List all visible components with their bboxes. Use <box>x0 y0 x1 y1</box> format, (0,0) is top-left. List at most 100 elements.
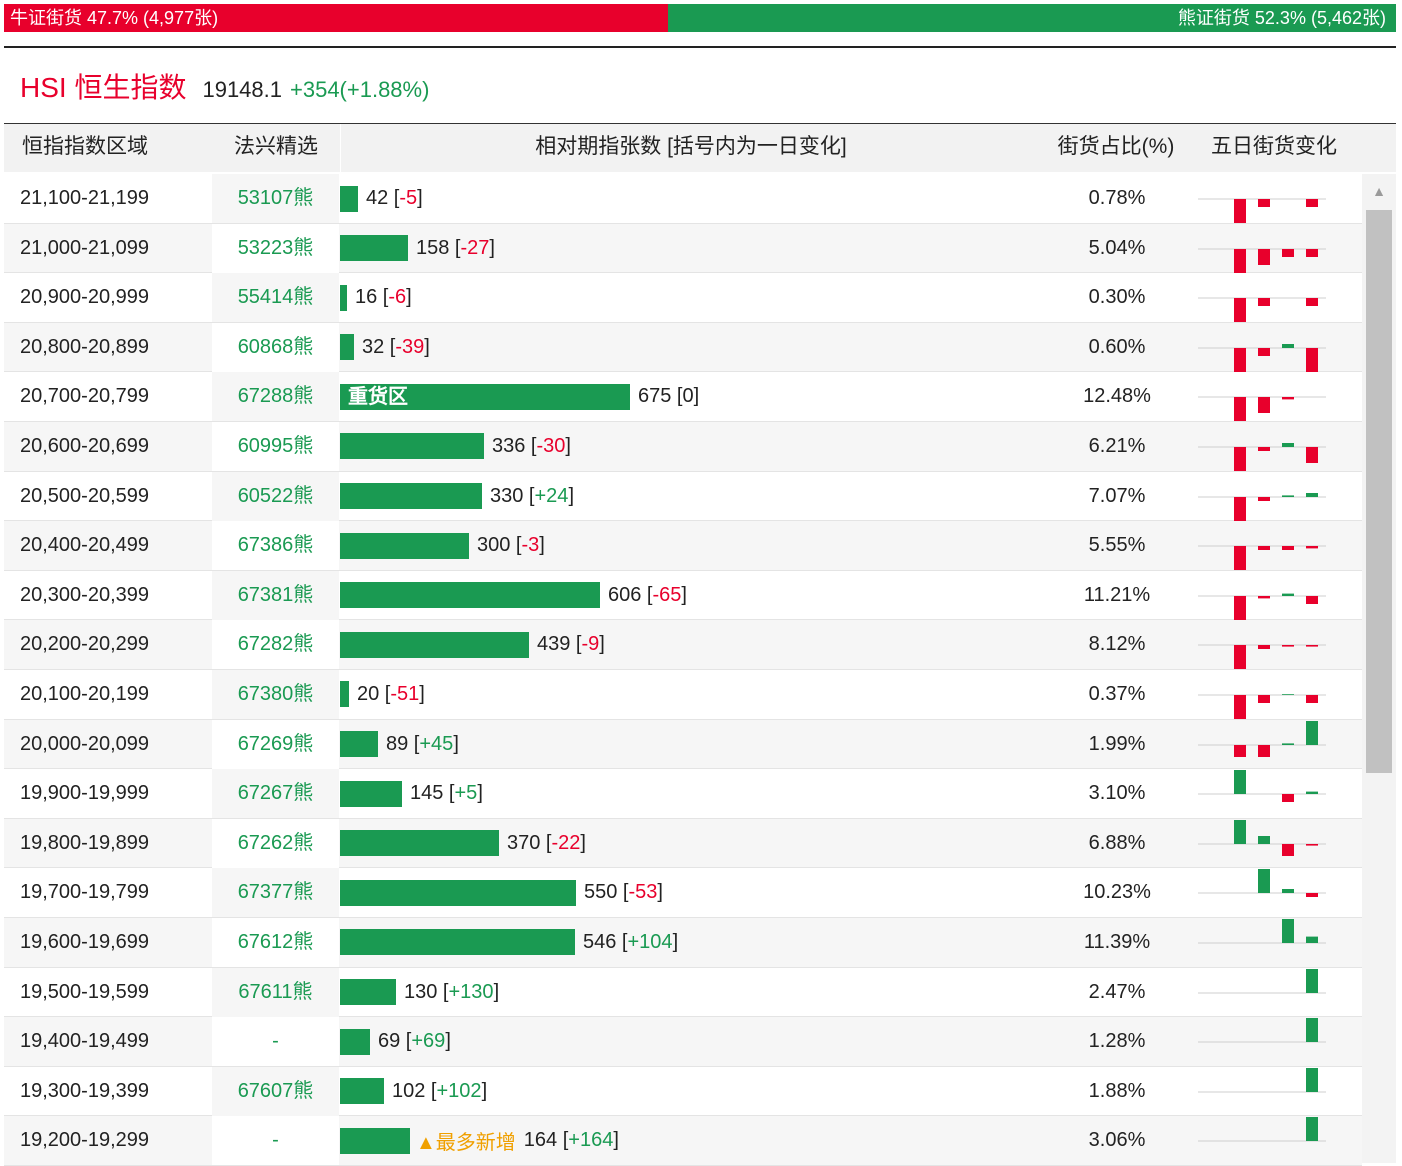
count-delta: +130 <box>448 980 494 1003</box>
trend-svg <box>1198 198 1326 223</box>
selected-warrant-link[interactable]: 67282熊 <box>212 620 339 670</box>
count-cell: 16 [-6] <box>340 273 412 322</box>
selected-warrant-link[interactable]: 67288熊 <box>212 372 339 422</box>
selected-warrant-link[interactable]: 53107熊 <box>212 174 339 223</box>
trend-svg <box>1198 297 1326 323</box>
trend-chart <box>1198 422 1328 471</box>
trend-bar <box>1282 494 1294 497</box>
table-body: 21,100-21,199 53107熊 42 [-5] 0.78% 21,000-21… <box>4 174 1362 1166</box>
trend-svg <box>1198 1067 1326 1093</box>
selected-warrant-link[interactable]: 60995熊 <box>212 421 339 471</box>
range-cell: 20,400-20,499 <box>20 534 150 557</box>
selected-warrant-link[interactable]: 55414熊 <box>212 273 339 323</box>
table-row: 20,800-20,899 60868熊 32 [-39] 0.60% <box>4 322 1362 373</box>
scrollbar-thumb[interactable] <box>1366 210 1392 773</box>
trend-bar <box>1306 694 1318 703</box>
count-delta: -27 <box>460 236 490 259</box>
selected-warrant-link[interactable]: 67267熊 <box>212 769 339 819</box>
table-row: 21,100-21,199 53107熊 42 [-5] 0.78% <box>4 174 1362 224</box>
selected-warrant-link[interactable]: 67377熊 <box>212 868 339 918</box>
trend-chart <box>1198 1116 1328 1165</box>
selected-warrant-link[interactable]: 67262熊 <box>212 818 339 868</box>
range-cell: 20,700-20,799 <box>20 385 150 408</box>
range-cell: 20,200-20,299 <box>20 633 150 656</box>
table-row: 19,800-19,899 67262熊 370 [-22] 6.88% <box>4 818 1362 869</box>
trend-bar <box>1306 446 1318 463</box>
trend-chart <box>1198 769 1328 818</box>
most-new-tag: ▲最多新增 <box>416 1132 516 1155</box>
table-top-border <box>4 123 1396 124</box>
trend-bar <box>1306 298 1318 307</box>
trend-bar <box>1258 869 1270 894</box>
trend-chart <box>1198 819 1328 868</box>
trend-bar <box>1282 889 1294 894</box>
count-number: 145 <box>410 782 444 805</box>
pct-cell: 0.37% <box>1088 682 1146 705</box>
trend-bar <box>1306 968 1318 993</box>
count-delta: -51 <box>390 682 420 705</box>
selected-warrant-link[interactable]: 53223熊 <box>212 223 339 273</box>
trend-bar <box>1234 446 1246 471</box>
index-name[interactable]: HSI 恒生指数 <box>20 72 187 103</box>
count-bar: 重货区 <box>340 383 630 410</box>
trend-chart <box>1198 670 1328 719</box>
table-row: 20,900-20,999 55414熊 16 [-6] 0.30% <box>4 273 1362 323</box>
table-header: 恒指指数区域 法兴精选 相对期指张数 [括号内为一日变化] 街货占比(%) 五日… <box>4 124 1396 172</box>
selected-warrant-link[interactable]: 67607熊 <box>212 1066 339 1116</box>
count-value: 550 [-53] <box>584 881 663 904</box>
table-row: 20,000-20,099 67269熊 89 [+45] 1.99% <box>4 719 1362 770</box>
count-cell: 546 [+104] <box>340 918 678 967</box>
index-change: +354(+1.88%) <box>290 77 430 102</box>
range-cell: 20,800-20,899 <box>20 335 150 358</box>
pct-cell: 1.99% <box>1088 732 1146 755</box>
trend-bar <box>1234 819 1246 844</box>
table-row: 20,700-20,799 67288熊 重货区 675 [0] 12.48% <box>4 372 1362 422</box>
bear-ratio-segment: 熊证街货 52.3% (5,462张) <box>667 4 1396 32</box>
header-range: 恒指指数区域 <box>22 135 148 158</box>
count-value: 606 [-65] <box>608 583 687 606</box>
range-cell: 19,400-19,499 <box>20 1030 150 1053</box>
table-row: 19,200-19,299 - ▲最多新增 164 [+164] 3.06% <box>4 1116 1362 1166</box>
selected-warrant-link[interactable]: 67611熊 <box>212 967 339 1017</box>
selected-warrant-link[interactable]: 67612熊 <box>212 917 339 967</box>
count-bar <box>340 979 396 1005</box>
count-number: 550 <box>584 881 618 904</box>
count-value: 130 [+130] <box>404 980 500 1003</box>
index-price: 19148.1 <box>202 77 282 102</box>
trend-bar <box>1258 645 1270 650</box>
trend-svg <box>1198 1117 1326 1142</box>
count-bar <box>340 1028 370 1055</box>
selected-warrant-link[interactable]: 67269熊 <box>212 719 339 769</box>
trend-svg <box>1198 644 1326 670</box>
trend-bar <box>1258 496 1270 501</box>
count-delta: +69 <box>411 1030 446 1053</box>
trend-bar <box>1306 893 1318 898</box>
trend-bar <box>1306 720 1318 745</box>
pct-cell: 12.48% <box>1083 385 1151 408</box>
trend-bar <box>1282 546 1294 551</box>
table-row: 21,000-21,099 53223熊 158 [-27] 5.04% <box>4 223 1362 274</box>
selected-warrant-link[interactable]: 60522熊 <box>212 471 339 521</box>
count-delta: -65 <box>652 583 682 606</box>
table-row: 19,700-19,799 67377熊 550 [-53] 10.23% <box>4 868 1362 918</box>
selected-warrant-link[interactable]: 67381熊 <box>212 570 339 620</box>
pct-cell: 3.10% <box>1088 782 1146 805</box>
count-number: 336 <box>492 434 526 457</box>
selected-warrant-link[interactable]: 67386熊 <box>212 521 339 571</box>
table-row: 19,900-19,999 67267熊 145 [+5] 3.10% <box>4 769 1362 819</box>
count-number: 69 <box>378 1030 401 1053</box>
count-bar <box>340 582 600 609</box>
count-delta: 0 <box>682 385 694 408</box>
pct-cell: 5.55% <box>1088 534 1146 557</box>
selected-warrant-link[interactable]: 60868熊 <box>212 322 339 372</box>
count-number: 20 <box>357 682 380 705</box>
trend-bar <box>1234 595 1246 620</box>
trend-bar <box>1282 593 1294 596</box>
pct-cell: 6.21% <box>1088 434 1146 457</box>
range-cell: 20,500-20,599 <box>20 484 150 507</box>
trend-bar <box>1306 1018 1318 1043</box>
scrollbar[interactable]: ▲ <box>1362 174 1396 1163</box>
selected-warrant-link[interactable]: 67380熊 <box>212 669 339 719</box>
count-delta: -6 <box>388 286 407 309</box>
scroll-up-icon[interactable]: ▲ <box>1372 183 1386 199</box>
